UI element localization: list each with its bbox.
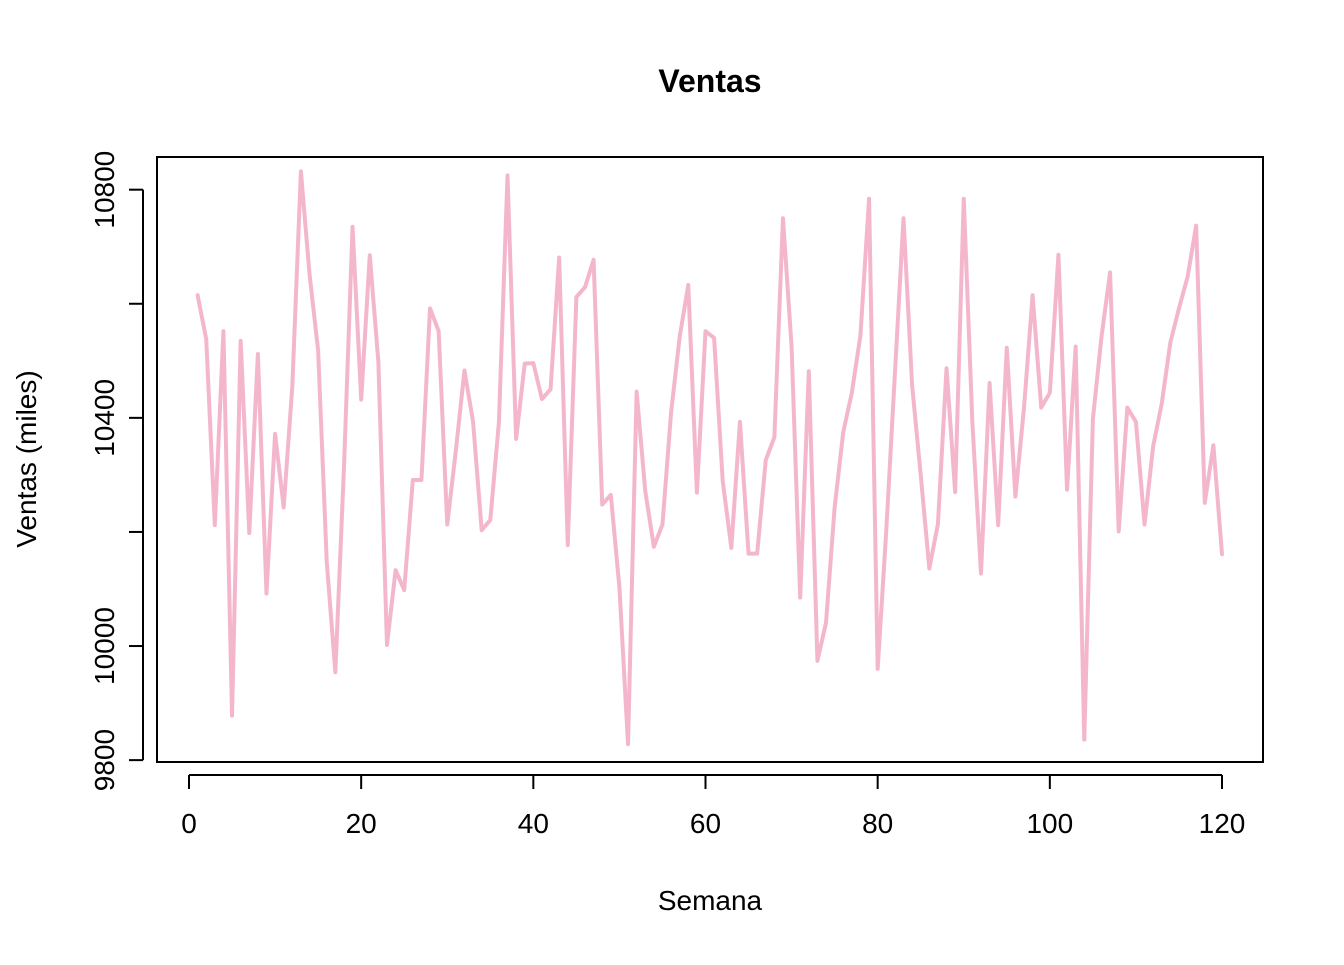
series-line bbox=[198, 171, 1222, 744]
x-axis: 0 20 40 60 80 100 120 bbox=[181, 775, 1245, 839]
y-axis: 9800 10000 10400 10800 bbox=[89, 151, 143, 792]
x-tick-label: 0 bbox=[181, 808, 197, 839]
x-tick-label: 60 bbox=[690, 808, 721, 839]
y-tick-label: 10400 bbox=[89, 379, 120, 457]
chart-title: Ventas bbox=[658, 63, 761, 99]
x-tick-label: 20 bbox=[346, 808, 377, 839]
y-tick-label: 9800 bbox=[89, 729, 120, 791]
x-axis-title: Semana bbox=[658, 885, 763, 916]
series-layer bbox=[198, 171, 1222, 744]
y-tick-label: 10000 bbox=[89, 607, 120, 685]
y-axis-title: Ventas (miles) bbox=[11, 370, 42, 547]
x-tick-label: 100 bbox=[1026, 808, 1073, 839]
x-tick-label: 40 bbox=[518, 808, 549, 839]
x-tick-label: 120 bbox=[1199, 808, 1246, 839]
y-tick-label: 10800 bbox=[89, 151, 120, 229]
x-tick-label: 80 bbox=[862, 808, 893, 839]
